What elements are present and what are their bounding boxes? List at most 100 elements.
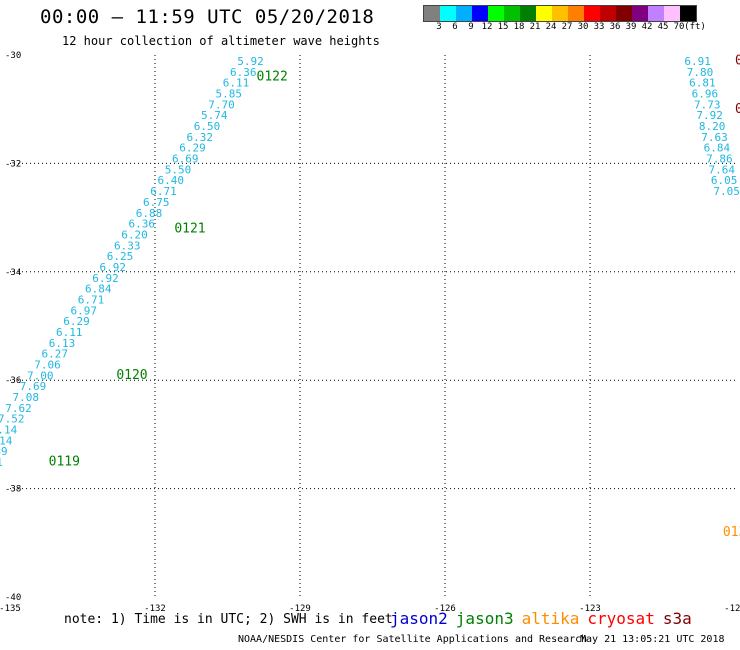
color-scale-label: 39 — [625, 22, 637, 32]
y-tick-label: -34 — [5, 268, 21, 278]
data-point-label: 6.69 — [172, 153, 199, 166]
data-point-label: 7.70 — [208, 98, 235, 111]
color-scale-label: (ft) — [684, 22, 706, 32]
x-tick-label: -123 — [579, 604, 601, 614]
data-point-label: 6.29 — [179, 142, 206, 155]
data-point-label: 6.71 — [78, 293, 105, 306]
pass-time-label: 0137 — [723, 525, 740, 540]
data-point-label: 7.00 — [27, 369, 54, 382]
data-point-label: 6.50 — [194, 120, 221, 133]
chart-subtitle: 12 hour collection of altimeter wave hei… — [62, 34, 380, 48]
color-swatch — [616, 6, 632, 21]
color-scale-label: 6 — [452, 22, 458, 32]
data-point-label: 7.62 — [5, 402, 32, 415]
footer-timestamp: May 21 13:05:21 UTC 2018 — [580, 634, 725, 645]
color-swatch — [584, 6, 600, 21]
chart-title: 00:00 – 11:59 UTC 05/20/2018 — [40, 6, 375, 28]
data-point-label: 6.84 — [704, 142, 731, 155]
y-tick-label: -32 — [5, 159, 21, 169]
data-point-label: 8.20 — [699, 120, 726, 133]
data-point-label: 6.36 — [230, 66, 257, 79]
color-swatch — [568, 6, 584, 21]
color-swatch — [488, 6, 504, 21]
data-point-label: 6.89 — [0, 445, 8, 458]
y-tick-label: -30 — [5, 51, 21, 61]
color-swatch — [456, 6, 472, 21]
footer-credit: NOAA/NESDIS Center for Satellite Applica… — [238, 634, 588, 645]
data-point-label: 6.05 — [711, 174, 738, 187]
color-scale-label: 15 — [497, 22, 509, 32]
data-point-label: 6.25 — [107, 250, 134, 263]
color-swatch — [472, 6, 488, 21]
data-point-label: 6.13 — [49, 337, 76, 350]
legend-cryosat: cryosat — [587, 609, 655, 628]
data-point-label: 6.96 — [692, 88, 719, 101]
data-point-label: 6.32 — [187, 131, 214, 144]
color-scale-label: 45 — [657, 22, 669, 32]
pass-time-label: 0122 — [257, 70, 288, 85]
x-tick-label: -120 — [724, 604, 740, 614]
pass-time-label: 06 — [735, 102, 740, 117]
x-tick-label: -132 — [144, 604, 166, 614]
data-point-label: 7.92 — [696, 109, 723, 122]
data-point-label: 7.08 — [13, 391, 40, 404]
color-scale-label: 33 — [593, 22, 605, 32]
data-point-label: 6.71 — [150, 185, 177, 198]
pass-time-label: 0121 — [174, 221, 205, 236]
color-swatch — [424, 6, 440, 21]
color-swatch — [664, 6, 680, 21]
data-point-label: 6.36 — [129, 218, 156, 231]
data-point-label: 7.86 — [706, 153, 733, 166]
data-point-label: 6.84 — [85, 283, 112, 296]
color-scale-label: 12 — [481, 22, 493, 32]
data-point-label: 7.80 — [687, 66, 714, 79]
color-scale-label: 27 — [561, 22, 573, 32]
color-swatch — [648, 6, 664, 21]
data-point-label: 6.88 — [136, 207, 163, 220]
data-point-label: 6.20 — [121, 228, 148, 241]
x-tick-label: -126 — [434, 604, 456, 614]
x-tick-label: -129 — [289, 604, 311, 614]
legend-altika: altika — [521, 609, 580, 628]
data-point-label: 6.40 — [158, 174, 185, 187]
data-point-label: 5.50 — [165, 163, 192, 176]
color-swatch — [552, 6, 568, 21]
data-point-label: 5.85 — [216, 88, 243, 101]
y-tick-label: -38 — [5, 485, 21, 495]
color-swatch — [520, 6, 536, 21]
color-scale-label: 9 — [468, 22, 474, 32]
color-swatch — [680, 6, 696, 21]
y-tick-label: -36 — [5, 376, 21, 386]
satellite-legend: jason2 jason3 altika cryosat s3a — [390, 609, 700, 628]
color-swatch — [600, 6, 616, 21]
pass-time-label: 0625 — [735, 53, 740, 68]
data-point-label: 6.27 — [42, 348, 69, 361]
color-scale-label: 70 — [673, 22, 685, 32]
data-point-label: 6.75 — [143, 196, 170, 209]
y-tick-label: -40 — [5, 593, 21, 603]
data-point-label: 7.63 — [701, 131, 728, 144]
data-point-label: 6.81 — [689, 77, 716, 90]
color-swatch — [440, 6, 456, 21]
data-point-label: 7.52 — [0, 413, 25, 426]
data-point-label: 6.11 — [56, 326, 83, 339]
data-point-label: 6.11 — [223, 77, 250, 90]
legend-jason2: jason2 — [390, 609, 448, 628]
color-scale-label: 36 — [609, 22, 621, 32]
data-point-label: 7.06 — [34, 359, 61, 372]
x-tick-label: -135 — [0, 604, 21, 614]
data-point-label: 6.92 — [100, 261, 127, 274]
data-point-label: 8.14 — [0, 434, 13, 447]
data-point-label: 7.73 — [694, 98, 721, 111]
color-scale-bar — [423, 5, 697, 22]
color-swatch — [632, 6, 648, 21]
footer-note: note: 1) Time is in UTC; 2) SWH is in fe… — [64, 612, 393, 627]
data-point-label: 5.92 — [237, 55, 264, 68]
data-point-label: 6.92 — [92, 272, 119, 285]
data-point-label: 6.97 — [71, 304, 98, 317]
color-scale-label: 18 — [513, 22, 525, 32]
pass-time-label: 0120 — [116, 368, 147, 383]
data-point-label: 5.74 — [201, 109, 228, 122]
color-scale-label: 42 — [641, 22, 653, 32]
